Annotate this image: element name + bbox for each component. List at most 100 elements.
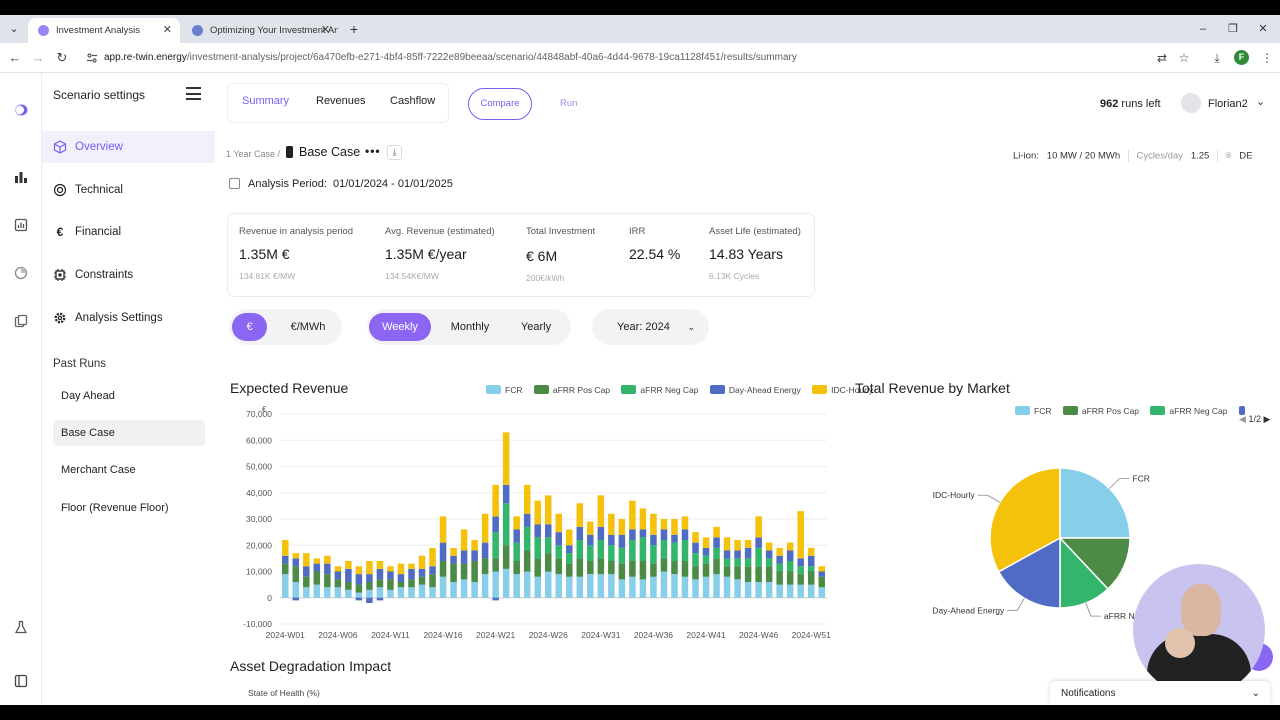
analytics-icon[interactable] [13,266,29,282]
browser-tab-active[interactable]: Investment Analysis ✕ [28,18,180,43]
tab-cashflow[interactable]: Cashflow [390,95,436,107]
compare-button[interactable]: Compare [468,88,532,120]
bar-segment [513,574,520,598]
bar-segment [629,576,636,598]
url-path: /investment-analysis/project/6a470efb-e2… [186,52,797,63]
reload-icon[interactable]: ↻ [56,50,68,65]
flask-icon[interactable] [13,620,29,636]
past-run-base-case[interactable]: Base Case [53,420,205,446]
unit-euro-button[interactable]: € [232,313,267,341]
kpi-label: Avg. Revenue (estimated) [385,226,495,237]
legend-item[interactable]: aFRR Neg Cap [621,385,699,395]
kpi-label: Asset Life (estimated) [709,226,801,237]
user-name[interactable]: Florian2 [1208,98,1248,110]
legend-item[interactable]: aFRR Pos Cap [1062,406,1139,416]
chevron-down-icon[interactable]: ⌄ [1256,96,1266,108]
back-icon[interactable]: ← [8,50,22,65]
asset-specs: Li-ion: 10 MW / 20 MWh Cycles/day 1.25 ⌾… [1013,150,1252,162]
profile-avatar[interactable]: F [1234,50,1249,65]
sidebar-item-financial[interactable]: € Financial [42,216,215,248]
bar-segment [544,495,552,525]
close-tab-icon[interactable]: ✕ [320,24,330,36]
download-icon[interactable]: ⤓ [1214,51,1220,65]
bar-segment [555,532,563,546]
bar-segment [618,579,626,598]
legend-item[interactable]: FCR [486,385,522,395]
pie-label: aFRR Neg Ca [1104,611,1158,621]
sidebar-item-constraints[interactable]: Constraints [42,259,215,291]
bar-segment [807,571,815,585]
unit-euro-per-mwh-button[interactable]: €/MWh [290,321,326,333]
legend-item[interactable]: aFRR Neg Cap [1150,406,1228,416]
bar-segment [744,582,752,598]
collapse-panel-icon[interactable] [13,674,29,690]
forward-icon[interactable]: → [31,50,45,65]
tab-summary[interactable]: Summary [242,95,290,107]
close-tab-icon[interactable]: ✕ [162,24,172,36]
year-select[interactable]: Year: 2024 ⌄ [592,309,709,345]
run-button[interactable]: Run [560,98,578,109]
bar-segment [597,574,605,598]
monthly-button[interactable]: Monthly [450,321,490,333]
translate-icon[interactable]: ⇄ [1156,51,1168,65]
past-run-floor[interactable]: Floor (Revenue Floor) [61,502,169,514]
bar-segment [281,563,289,575]
browser-tab[interactable]: Optimizing Your Investment Ana ✕ [182,18,338,43]
pager-next-icon[interactable]: ▶ [1263,414,1271,424]
new-tab-icon[interactable]: + [349,21,359,37]
bar-segment-negative [366,597,373,603]
bar-segment [755,566,762,582]
bar-segment [324,574,331,588]
bar-segment [713,574,720,598]
bar-segment [629,561,636,577]
revenue-by-market-pie: IDC-Hourly FCR Day-Ahead Energy aFRR Neg Ca [932,467,1158,621]
period-label: Analysis Period: [248,178,327,190]
sidebar-item-technical[interactable]: Technical [42,174,215,206]
x-tick-label: 2024-W26 [529,630,568,640]
sidebar-item-overview[interactable]: Overview [42,131,215,163]
close-window-icon[interactable]: ✕ [1258,23,1268,35]
bar-chart-icon[interactable] [13,170,29,186]
bar-segment [450,582,457,598]
more-options-icon[interactable]: ••• [365,144,381,158]
bar-segment [387,589,394,598]
minimize-icon[interactable]: – [1199,23,1207,35]
past-run-merchant-case[interactable]: Merchant Case [61,464,136,476]
yearly-button[interactable]: Yearly [520,321,552,333]
app-logo-icon[interactable] [13,102,29,118]
breadcrumb[interactable]: 1 Year Case / [226,149,281,159]
y-axis-unit: € [262,405,267,414]
past-run-day-ahead[interactable]: Day Ahead [61,390,115,402]
sidebar-item-analysis-settings[interactable]: Analysis Settings [42,302,215,334]
bar-segment [366,574,373,582]
tab-revenues[interactable]: Revenues [316,95,366,107]
legend-item[interactable]: IDC-Hourly [812,385,873,395]
bar-segment [523,526,531,551]
user-avatar[interactable] [1181,93,1201,113]
kpi-value: 14.83 Years [709,246,783,262]
url-field[interactable]: app.re-twin.energy/investment-analysis/p… [80,47,1140,69]
bar-segment [818,571,826,577]
cycles-value: 1.25 [1190,150,1210,162]
pager-prev-icon[interactable]: ◀ [1239,414,1246,424]
legend-item[interactable]: Day-Ahead Energy [709,385,801,395]
legend-item[interactable]: aFRR Pos Cap [533,385,610,395]
weekly-button[interactable]: Weekly [369,313,431,341]
bar-segment [734,566,741,580]
site-info-icon[interactable] [86,52,98,64]
bar-segment [660,571,668,598]
hamburger-menu-icon[interactable] [186,87,201,100]
download-icon[interactable]: ⤓ [387,145,402,160]
copy-icon[interactable] [13,314,29,330]
notifications-panel[interactable]: Notifications ⌄ [1050,681,1270,705]
report-icon[interactable] [13,218,29,234]
bar-segment [281,540,289,556]
legend-item[interactable]: FCR [1015,406,1051,416]
maximize-icon[interactable]: ❐ [1228,23,1238,35]
bookmark-star-icon[interactable]: ☆ [1178,51,1190,65]
bar-segment [587,534,594,546]
bar-segment [418,568,426,577]
tab-search-icon[interactable]: ⌄ [9,23,19,35]
browser-menu-icon[interactable]: ⋮ [1261,51,1273,65]
bar-segment [765,542,773,551]
